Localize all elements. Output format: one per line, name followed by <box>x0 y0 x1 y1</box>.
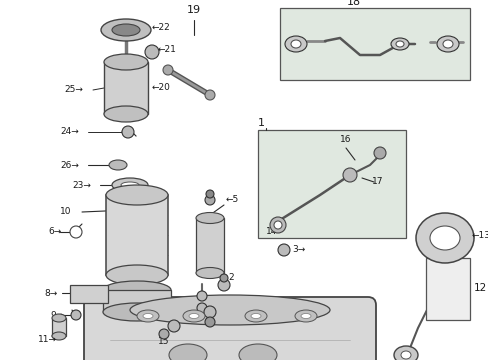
Text: 14: 14 <box>265 228 277 237</box>
Bar <box>106 195 168 275</box>
Circle shape <box>269 217 285 233</box>
Circle shape <box>204 317 215 327</box>
Bar <box>70 285 108 303</box>
Ellipse shape <box>196 267 224 279</box>
Text: 26→: 26→ <box>60 161 79 170</box>
Ellipse shape <box>183 310 204 322</box>
Bar <box>258 130 405 238</box>
Bar <box>280 8 469 80</box>
Ellipse shape <box>104 54 148 70</box>
Ellipse shape <box>112 178 148 192</box>
Ellipse shape <box>429 226 459 250</box>
Ellipse shape <box>250 314 261 319</box>
Circle shape <box>203 306 216 318</box>
Text: ←22: ←22 <box>152 23 170 32</box>
Ellipse shape <box>196 212 224 224</box>
Circle shape <box>122 126 134 138</box>
Ellipse shape <box>130 295 329 325</box>
Ellipse shape <box>415 213 473 263</box>
Ellipse shape <box>442 40 452 48</box>
Circle shape <box>373 147 385 159</box>
Ellipse shape <box>239 344 276 360</box>
Circle shape <box>163 65 173 75</box>
Ellipse shape <box>294 310 316 322</box>
Text: 16: 16 <box>339 135 351 144</box>
Ellipse shape <box>390 38 408 50</box>
Circle shape <box>70 226 82 238</box>
Text: 11→: 11→ <box>38 336 57 345</box>
Ellipse shape <box>393 346 417 360</box>
Text: ←20: ←20 <box>152 84 170 93</box>
Bar <box>52 318 66 336</box>
Circle shape <box>197 291 206 301</box>
Circle shape <box>159 329 169 339</box>
Bar <box>196 218 224 273</box>
Text: 4: 4 <box>192 303 197 312</box>
Bar <box>425 258 469 320</box>
Ellipse shape <box>395 41 403 47</box>
Circle shape <box>145 45 159 59</box>
Ellipse shape <box>189 314 199 319</box>
Ellipse shape <box>121 182 139 188</box>
Circle shape <box>204 195 215 205</box>
Text: 17: 17 <box>371 177 383 186</box>
Text: 2: 2 <box>227 274 233 283</box>
Text: ←5: ←5 <box>225 195 239 204</box>
Circle shape <box>205 190 214 198</box>
Ellipse shape <box>137 310 159 322</box>
Ellipse shape <box>52 332 66 340</box>
Circle shape <box>220 274 227 282</box>
Circle shape <box>197 303 206 313</box>
Bar <box>103 290 171 312</box>
Text: 8→: 8→ <box>44 288 57 297</box>
Ellipse shape <box>112 24 140 36</box>
Ellipse shape <box>101 19 151 41</box>
Ellipse shape <box>104 106 148 122</box>
Text: ←13: ←13 <box>471 231 488 240</box>
Ellipse shape <box>106 265 168 285</box>
Text: 7: 7 <box>183 311 189 320</box>
Ellipse shape <box>109 160 127 170</box>
Circle shape <box>204 90 215 100</box>
Ellipse shape <box>400 351 410 359</box>
Text: 25→: 25→ <box>64 85 82 94</box>
Ellipse shape <box>285 36 306 52</box>
Circle shape <box>278 244 289 256</box>
Text: 1: 1 <box>258 118 264 128</box>
Text: 9→: 9→ <box>50 310 63 320</box>
Text: ←21: ←21 <box>158 45 177 54</box>
Circle shape <box>218 279 229 291</box>
Ellipse shape <box>169 344 206 360</box>
Circle shape <box>342 168 356 182</box>
Text: 19: 19 <box>186 5 201 15</box>
Text: 23→: 23→ <box>72 180 91 189</box>
Ellipse shape <box>244 310 266 322</box>
Text: 24→: 24→ <box>60 127 79 136</box>
Ellipse shape <box>52 314 66 322</box>
Text: 10: 10 <box>60 207 71 216</box>
Circle shape <box>168 320 180 332</box>
Text: 15: 15 <box>158 338 169 346</box>
Text: 6→: 6→ <box>48 228 61 237</box>
Ellipse shape <box>290 40 301 48</box>
Ellipse shape <box>103 303 171 321</box>
Ellipse shape <box>301 314 310 319</box>
Bar <box>104 62 148 114</box>
Ellipse shape <box>142 314 153 319</box>
Text: 12: 12 <box>473 283 486 293</box>
Ellipse shape <box>436 36 458 52</box>
Ellipse shape <box>106 185 168 205</box>
Circle shape <box>273 221 282 229</box>
Circle shape <box>71 310 81 320</box>
Text: 18: 18 <box>346 0 360 7</box>
Ellipse shape <box>103 281 171 299</box>
FancyBboxPatch shape <box>84 297 375 360</box>
Text: 3→: 3→ <box>291 246 305 255</box>
